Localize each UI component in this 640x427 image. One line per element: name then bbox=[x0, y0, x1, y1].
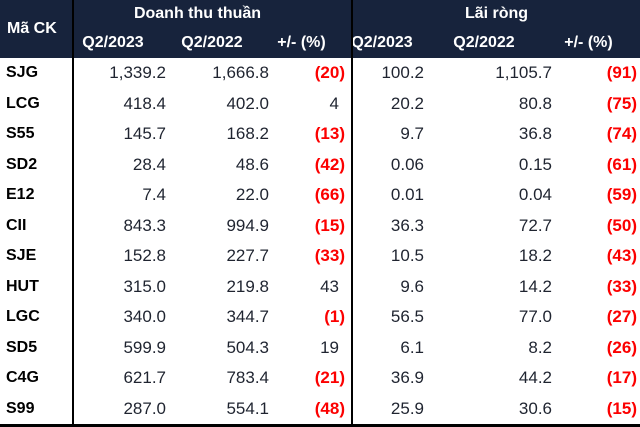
header-net-q2-2022: Q2/2022 bbox=[431, 28, 557, 58]
header-group-net-revenue: Doanh thu thuần bbox=[72, 0, 351, 28]
revenue-change-pct: (66) bbox=[314, 185, 345, 205]
net-profit-change-pct: (27) bbox=[606, 307, 637, 327]
stock-code: S55 bbox=[6, 125, 35, 143]
revenue-q2-2023: 287.0 bbox=[72, 393, 172, 424]
revenue-change-pct: 43 bbox=[320, 276, 339, 296]
net-profit-q2-2022: 77.0 bbox=[518, 307, 552, 327]
net-profit-q2-2023: 9.7 bbox=[351, 119, 431, 150]
stock-code: C4G bbox=[6, 369, 39, 387]
net-profit-q2-2023: 20.2 bbox=[351, 88, 431, 119]
header-net-change: +/- (%) bbox=[557, 28, 640, 58]
revenue-q2-2023: 315.0 bbox=[72, 271, 172, 302]
net-profit-q2-2022: 0.04 bbox=[518, 185, 552, 205]
net-profit-q2-2022: 72.7 bbox=[518, 215, 552, 235]
revenue-q2-2023: 599.9 bbox=[72, 332, 172, 363]
stock-code: CII bbox=[6, 216, 27, 234]
revenue-change-pct: (48) bbox=[314, 398, 345, 418]
net-profit-change-pct: (75) bbox=[606, 93, 637, 113]
revenue-q2-2022: 1,666.8 bbox=[212, 63, 269, 83]
net-profit-q2-2023: 0.01 bbox=[351, 180, 431, 211]
revenue-change-pct: (15) bbox=[314, 215, 345, 235]
net-profit-q2-2022: 14.2 bbox=[518, 276, 552, 296]
net-profit-q2-2023: 100.2 bbox=[351, 58, 431, 89]
header-net-q2-2023: Q2/2023 bbox=[351, 28, 431, 58]
net-profit-change-pct: (50) bbox=[606, 215, 637, 235]
net-profit-q2-2023: 0.06 bbox=[351, 149, 431, 180]
net-profit-q2-2022: 1,105.7 bbox=[495, 63, 552, 83]
net-profit-change-pct: (91) bbox=[606, 63, 637, 83]
net-profit-q2-2022: 80.8 bbox=[518, 93, 552, 113]
net-profit-change-pct: (74) bbox=[606, 124, 637, 144]
revenue-q2-2023: 340.0 bbox=[72, 302, 172, 333]
net-profit-q2-2022: 0.15 bbox=[518, 154, 552, 174]
header-revenue-change: +/- (%) bbox=[272, 28, 351, 58]
net-profit-q2-2022: 30.6 bbox=[518, 398, 552, 418]
net-profit-q2-2022: 36.8 bbox=[518, 124, 552, 144]
revenue-change-pct: (21) bbox=[314, 368, 345, 388]
revenue-q2-2023: 843.3 bbox=[72, 210, 172, 241]
revenue-q2-2022: 22.0 bbox=[235, 185, 269, 205]
revenue-q2-2022: 227.7 bbox=[226, 246, 269, 266]
revenue-q2-2023: 28.4 bbox=[72, 149, 172, 180]
net-profit-change-pct: (43) bbox=[606, 246, 637, 266]
revenue-change-pct: (42) bbox=[314, 154, 345, 174]
header-stock-code: Mã CK bbox=[0, 0, 72, 58]
net-profit-change-pct: (26) bbox=[606, 337, 637, 357]
net-profit-change-pct: (61) bbox=[606, 154, 637, 174]
stock-code: SD2 bbox=[6, 155, 38, 173]
revenue-q2-2023: 1,339.2 bbox=[72, 58, 172, 89]
revenue-q2-2022: 48.6 bbox=[235, 154, 269, 174]
net-profit-q2-2023: 10.5 bbox=[351, 241, 431, 272]
net-profit-change-pct: (33) bbox=[606, 276, 637, 296]
header-revenue-q2-2023: Q2/2023 bbox=[72, 28, 172, 58]
net-profit-q2-2023: 56.5 bbox=[351, 302, 431, 333]
revenue-change-pct: 19 bbox=[320, 337, 339, 357]
stock-code: S99 bbox=[6, 399, 35, 417]
net-profit-q2-2023: 25.9 bbox=[351, 393, 431, 424]
net-profit-q2-2023: 6.1 bbox=[351, 332, 431, 363]
revenue-q2-2023: 152.8 bbox=[72, 241, 172, 272]
revenue-q2-2022: 504.3 bbox=[226, 337, 269, 357]
net-profit-q2-2023: 9.6 bbox=[351, 271, 431, 302]
stock-code: SJE bbox=[6, 247, 37, 265]
revenue-q2-2023: 418.4 bbox=[72, 88, 172, 119]
revenue-change-pct: (1) bbox=[324, 307, 345, 327]
revenue-q2-2022: 402.0 bbox=[226, 93, 269, 113]
net-profit-change-pct: (17) bbox=[606, 368, 637, 388]
revenue-q2-2022: 783.4 bbox=[226, 368, 269, 388]
revenue-change-pct: (13) bbox=[314, 124, 345, 144]
stock-code: HUT bbox=[6, 277, 39, 295]
net-profit-change-pct: (15) bbox=[606, 398, 637, 418]
revenue-change-pct: (33) bbox=[314, 246, 345, 266]
stock-code: SD5 bbox=[6, 338, 38, 356]
revenue-q2-2022: 168.2 bbox=[226, 124, 269, 144]
stock-code: LGC bbox=[6, 308, 40, 326]
net-profit-q2-2022: 8.2 bbox=[528, 337, 552, 357]
net-profit-q2-2022: 18.2 bbox=[518, 246, 552, 266]
revenue-q2-2023: 621.7 bbox=[72, 363, 172, 394]
net-profit-q2-2023: 36.9 bbox=[351, 363, 431, 394]
revenue-q2-2022: 994.9 bbox=[226, 215, 269, 235]
revenue-q2-2022: 219.8 bbox=[226, 276, 269, 296]
revenue-q2-2023: 145.7 bbox=[72, 119, 172, 150]
net-profit-q2-2022: 44.2 bbox=[518, 368, 552, 388]
revenue-q2-2023: 7.4 bbox=[72, 180, 172, 211]
revenue-q2-2022: 554.1 bbox=[226, 398, 269, 418]
revenue-change-pct: (20) bbox=[314, 63, 345, 83]
stock-code: LCG bbox=[6, 94, 40, 112]
stock-code: SJG bbox=[6, 64, 39, 82]
net-profit-change-pct: (59) bbox=[606, 185, 637, 205]
revenue-q2-2022: 344.7 bbox=[226, 307, 269, 327]
header-group-net-profit: Lãi ròng bbox=[351, 0, 640, 28]
stock-code: E12 bbox=[6, 186, 35, 204]
revenue-change-pct: 4 bbox=[329, 93, 339, 113]
header-revenue-q2-2022: Q2/2022 bbox=[172, 28, 272, 58]
net-profit-q2-2023: 36.3 bbox=[351, 210, 431, 241]
